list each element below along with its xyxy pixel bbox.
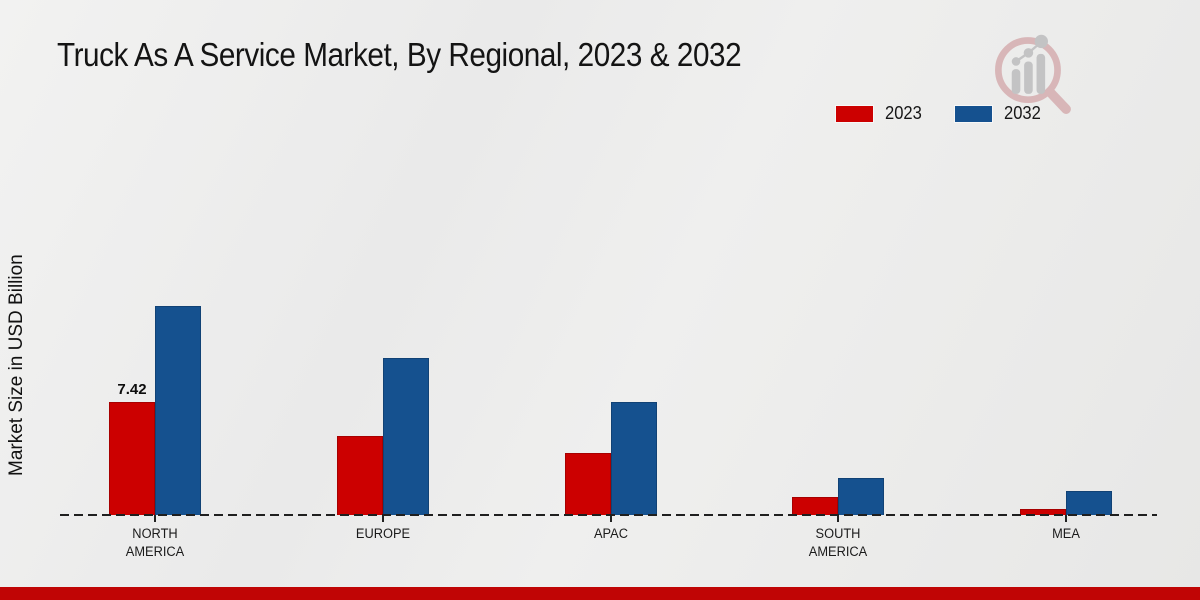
x-category-label: APAC bbox=[593, 526, 628, 541]
bottom-accent-bar bbox=[0, 587, 1200, 600]
bar-2032-mea bbox=[1066, 490, 1112, 515]
bar-2023-north-america bbox=[109, 402, 155, 515]
bar-2023-apac bbox=[564, 452, 611, 515]
bar-2032-europe bbox=[382, 358, 429, 515]
bar-2032-south-america bbox=[838, 478, 885, 515]
legend-swatch-icon bbox=[954, 105, 992, 122]
legend: 2023 2032 bbox=[835, 103, 1044, 124]
x-category-label: SOUTH AMERICA bbox=[809, 526, 868, 560]
legend-item-2023: 2023 bbox=[835, 103, 925, 124]
chart-title: Truck As A Service Market, By Regional, … bbox=[57, 36, 742, 73]
bar-value-label: 7.42 bbox=[117, 381, 147, 398]
bar-2023-mea bbox=[1020, 508, 1066, 515]
x-axis-tick bbox=[609, 515, 612, 522]
x-axis-tick bbox=[1065, 515, 1067, 522]
bar-2023-south-america bbox=[792, 496, 839, 515]
bar-2032-north-america bbox=[155, 306, 201, 515]
legend-label: 2032 bbox=[1003, 103, 1041, 123]
legend-swatch-icon bbox=[835, 105, 873, 122]
x-axis-baseline bbox=[60, 513, 1157, 516]
x-axis-tick bbox=[837, 515, 840, 522]
x-category-label: NORTH AMERICA bbox=[125, 526, 185, 560]
bar-2032-apac bbox=[610, 402, 657, 515]
legend-label: 2023 bbox=[884, 103, 922, 123]
x-axis-tick bbox=[381, 515, 384, 522]
legend-item-2032: 2032 bbox=[954, 103, 1044, 124]
x-category-label: MEA bbox=[1052, 526, 1080, 541]
y-axis-label: Market Size in USD Billion bbox=[6, 254, 27, 476]
x-category-label: EUROPE bbox=[355, 526, 410, 541]
bar-2023-europe bbox=[336, 435, 383, 515]
x-axis-tick bbox=[154, 515, 156, 522]
plot-area: 7.42 NORTH AMERICA EUROPE APAC SOUTH AMERICA ME… bbox=[60, 140, 1157, 559]
magnifier-bar-chart-logo-icon bbox=[995, 34, 1071, 114]
